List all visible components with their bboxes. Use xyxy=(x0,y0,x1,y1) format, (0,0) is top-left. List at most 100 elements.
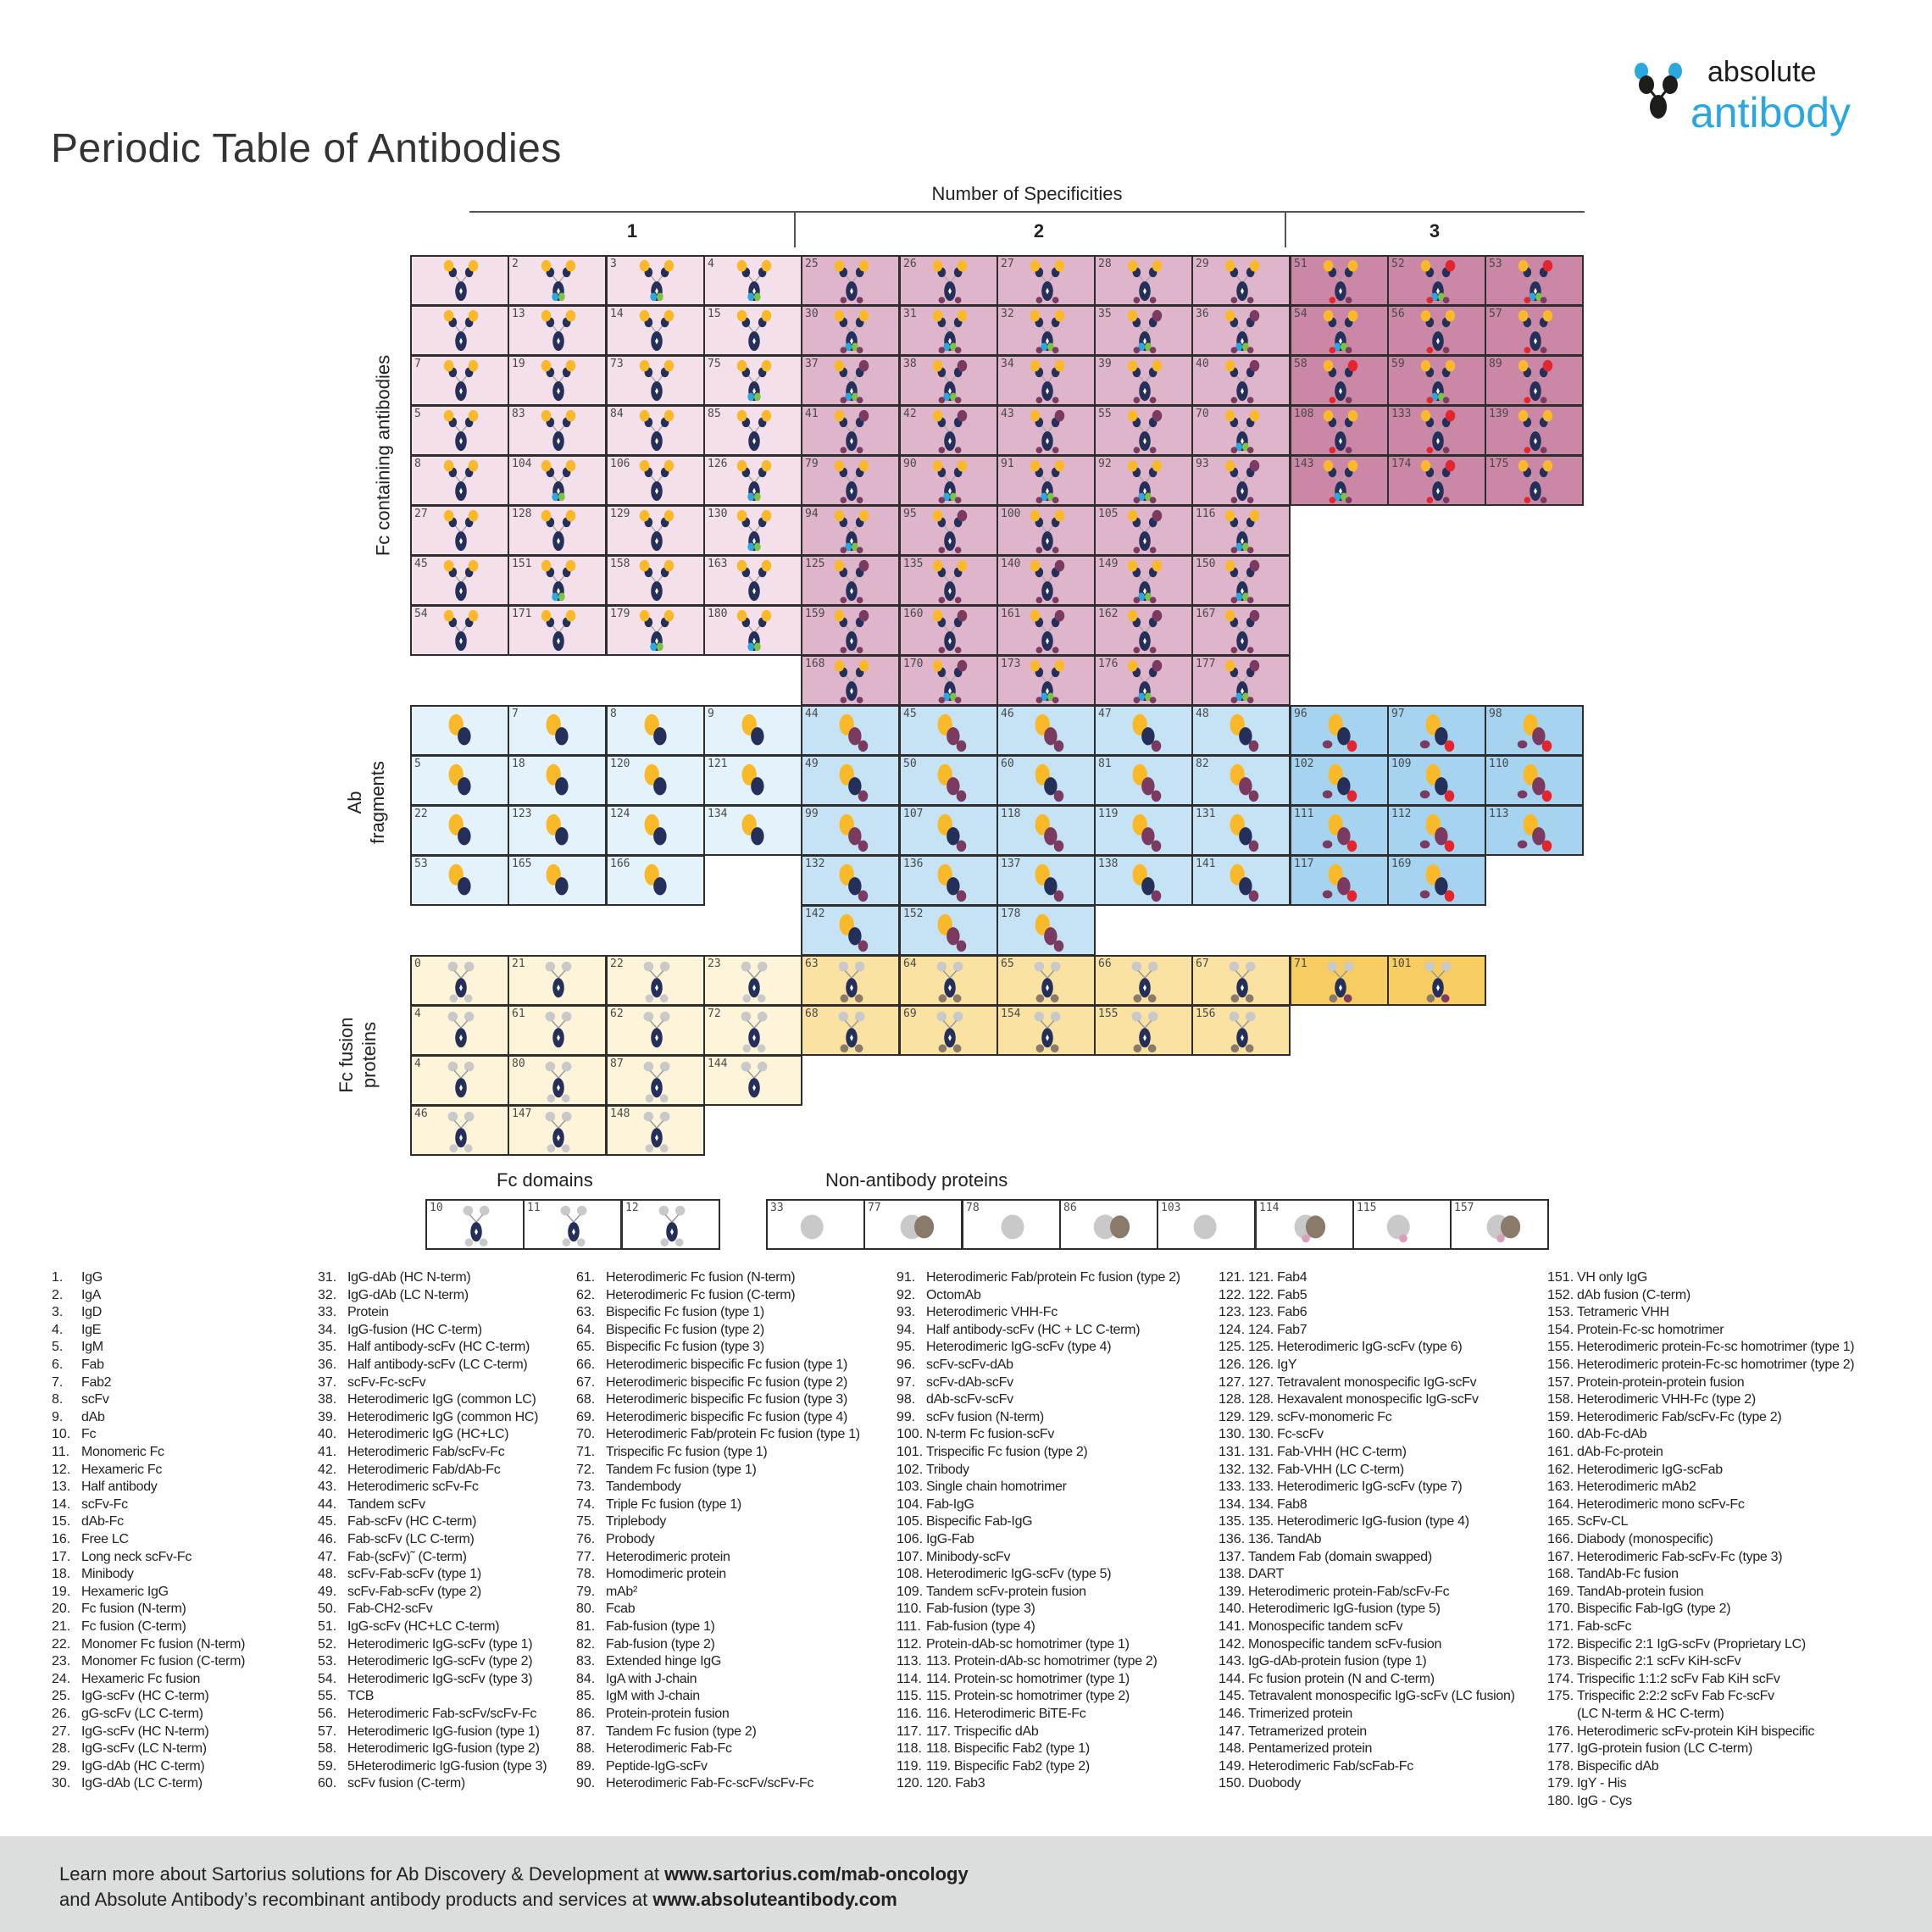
legend-number: 63. xyxy=(576,1305,596,1320)
format-number: 169 xyxy=(1391,858,1412,870)
protein-icon xyxy=(900,1214,935,1240)
legend-number: 124. xyxy=(1219,1322,1246,1337)
legend-item: 132. 132. Fab-VHH (LC C-term) xyxy=(1219,1462,1404,1480)
legend-item: 1. IgG xyxy=(52,1269,103,1287)
legend-text: IgG-protein fusion (LC C-term) xyxy=(1577,1741,1753,1757)
antibody-format-icon xyxy=(1420,409,1456,454)
sartorius-link[interactable]: www.sartorius.com/mab-oncology xyxy=(664,1863,969,1885)
legend-number: 137. xyxy=(1219,1549,1246,1564)
format-number: 139 xyxy=(1489,408,1509,420)
format-number: 92 xyxy=(1098,458,1112,470)
legend-text: scFv-Fab-scFv (type 2) xyxy=(347,1584,481,1599)
antibody-format-icon xyxy=(736,359,772,402)
legend-number: 130. xyxy=(1219,1427,1246,1442)
legend-text: Fab-scFv (HC C-term) xyxy=(347,1514,477,1530)
legend-text: 124. Fab7 xyxy=(1248,1322,1307,1337)
legend-text: Tetramerized protein xyxy=(1248,1724,1367,1739)
legend-number: 134. xyxy=(1219,1496,1246,1512)
antibody-format-icon xyxy=(834,609,869,654)
legend-text: Heterodimeric IgG (HC+LC) xyxy=(347,1427,509,1442)
legend-text: Fab-(scFv)˜ (C-term) xyxy=(347,1549,467,1564)
antibody-format-icon xyxy=(545,961,572,998)
legend-item: 65. Bispecific Fc fusion (type 3) xyxy=(576,1339,764,1357)
format-cell: 22 xyxy=(606,955,705,1006)
legend-item: 61. Heterodimeric Fc fusion (N-term) xyxy=(576,1269,796,1287)
legend-number: 71. xyxy=(576,1445,596,1459)
legend-text: Heterodimeric Fab-scFv/scFv-Fc xyxy=(347,1707,537,1721)
antibody-format-icon xyxy=(736,609,772,652)
legend-item: 117. 117. Trispecific dAb xyxy=(897,1724,1039,1741)
section-label-line: Ab xyxy=(344,791,365,814)
legend-number: 175. xyxy=(1547,1689,1574,1704)
format-cell: 163 xyxy=(703,555,802,606)
legend-text: Bispecific 2:1 IgG-scFv (Proprietary LC) xyxy=(1577,1636,1806,1652)
legend-item: 175. Trispecific 2:2:2 scFv Fab Fc-scFv xyxy=(1547,1688,1774,1706)
legend-text: 136. TandAb xyxy=(1248,1532,1322,1546)
format-number: 114 xyxy=(1259,1202,1280,1214)
antibody-format-icon xyxy=(639,309,675,352)
antibody-format-icon xyxy=(447,1011,475,1048)
legend-item: 54. Heterodimeric IgG-scFv (type 3) xyxy=(318,1671,533,1689)
format-cell: 19 xyxy=(508,355,607,406)
legend-number: 56. xyxy=(318,1707,337,1721)
format-number: 110 xyxy=(1489,758,1509,770)
legend-item: 81. Fab-fusion (type 1) xyxy=(576,1618,715,1636)
legend-text: Heterodimeric scFv-Fc xyxy=(347,1480,479,1495)
legend-text: Heterodimeric IgG-scFv (type 1) xyxy=(347,1636,533,1652)
legend-text: 121. Fab4 xyxy=(1248,1270,1307,1285)
antibody-format-icon xyxy=(736,259,772,302)
absolute-antibody-link[interactable]: www.absoluteantibody.com xyxy=(652,1889,897,1910)
format-cell: 4 xyxy=(703,255,802,306)
antibody-format-icon xyxy=(736,559,772,602)
legend-text: IgM xyxy=(81,1340,103,1355)
format-cell: 110 xyxy=(1485,755,1584,806)
format-cell: 41 xyxy=(801,405,900,456)
legend-item: 163. Heterodimeric mAb2 xyxy=(1547,1479,1696,1496)
legend-item: 101. Trispecific Fc fusion (type 2) xyxy=(897,1444,1088,1462)
antibody-format-icon xyxy=(1035,863,1064,902)
legend-text: Heterodimeric IgG (common LC) xyxy=(347,1392,536,1407)
format-cell: 152 xyxy=(899,905,998,956)
legend-text: Heterodimeric Fab/dAb-Fc xyxy=(347,1462,501,1477)
format-number: 121 xyxy=(708,758,728,770)
legend-text: Heterodimeric Fab/protein Fc fusion (typ… xyxy=(606,1427,860,1442)
legend-number: 102. xyxy=(897,1462,924,1477)
legend-number: 64. xyxy=(576,1322,596,1337)
antibody-format-icon xyxy=(1030,559,1065,604)
antibody-format-icon xyxy=(1230,763,1259,802)
legend-item: 21. Fc fusion (C-term) xyxy=(52,1618,186,1636)
legend-number: 21. xyxy=(52,1619,71,1634)
legend-number: 38. xyxy=(318,1392,337,1407)
format-cell: 83 xyxy=(508,405,607,456)
antibody-format-icon xyxy=(639,609,675,652)
legend-number: 133. xyxy=(1219,1480,1246,1495)
antibody-format-icon xyxy=(541,409,576,452)
legend-text: dAb-Fc-dAb xyxy=(1577,1427,1647,1442)
legend-number: 12. xyxy=(52,1462,71,1477)
legend-number: 81. xyxy=(576,1619,596,1634)
format-cell: 178 xyxy=(997,905,1096,956)
format-number: 118 xyxy=(1001,808,1021,820)
format-cell: 7 xyxy=(410,355,509,406)
legend-text: dAb xyxy=(81,1409,105,1424)
legend-text: Triple Fc fusion (type 1) xyxy=(606,1496,741,1512)
legend-item: 178. Bispecific dAb xyxy=(1547,1758,1659,1776)
antibody-format-icon xyxy=(541,609,576,652)
legend-item: 76. Probody xyxy=(576,1531,655,1549)
legend-text: IgG-dAb (LC N-term) xyxy=(347,1287,469,1302)
legend-text: Heterodimeric Fab/scFv-Fc xyxy=(347,1445,505,1459)
antibody-format-icon xyxy=(1518,359,1553,404)
legend-number: 84. xyxy=(576,1671,596,1686)
legend-text: Probody xyxy=(606,1532,655,1546)
format-cell: 48 xyxy=(1191,705,1291,756)
antibody-format-icon xyxy=(1230,713,1259,752)
legend-text: N-term Fc fusion-scFv xyxy=(926,1427,1055,1442)
legend-item: 125. 125. Heterodimeric IgG-scFv (type 6) xyxy=(1219,1339,1463,1357)
format-cell: 116 xyxy=(1191,505,1291,556)
format-cell: 8 xyxy=(410,455,509,506)
antibody-format-icon xyxy=(1030,309,1065,354)
antibody-format-icon xyxy=(736,309,772,352)
format-cell: 135 xyxy=(899,555,998,606)
legend-number: 46. xyxy=(318,1532,337,1546)
legend-item: 161. dAb-Fc-protein xyxy=(1547,1444,1663,1462)
